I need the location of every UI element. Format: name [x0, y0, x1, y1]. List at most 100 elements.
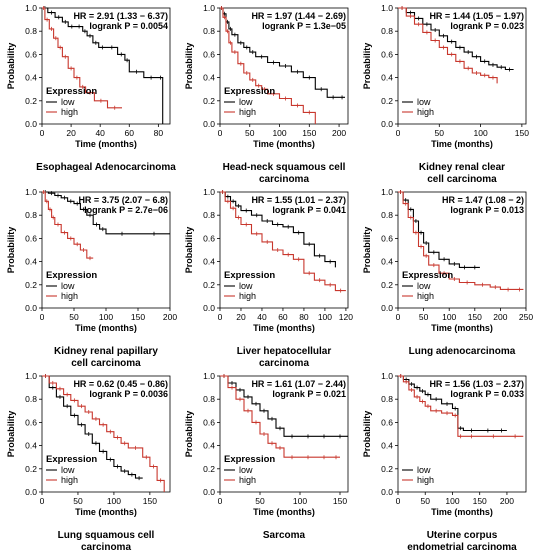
y-tick-label: 1.0 — [203, 371, 215, 381]
y-tick-label: 0.8 — [381, 210, 393, 220]
y-axis-label: Probability — [6, 227, 16, 274]
panel-title: Kidney renal clear — [419, 162, 505, 173]
hr-annotation: HR = 1.97 (1.44 − 2.69) — [251, 11, 346, 21]
y-tick-label: 0.4 — [381, 441, 393, 451]
y-tick-label: 0.0 — [203, 487, 215, 497]
x-tick-label: 100 — [318, 312, 332, 322]
survival-curve-low — [42, 7, 164, 124]
logrank-annotation: logrank P = 2.7e−06 — [84, 205, 168, 215]
legend-title: Expression — [402, 270, 453, 281]
logrank-annotation: logrank P = 0.0054 — [89, 21, 168, 31]
panel-title: Uterine corpus — [427, 530, 498, 541]
y-tick-label: 1.0 — [25, 371, 37, 381]
hr-annotation: HR = 1.56 (1.03 − 2.37) — [429, 379, 524, 389]
legend-label-high: high — [239, 291, 256, 301]
logrank-annotation: logrank P = 0.0036 — [89, 389, 168, 399]
y-tick-label: 1.0 — [25, 187, 37, 197]
x-axis-label: Time (months) — [75, 139, 137, 149]
y-tick-label: 0.8 — [203, 394, 215, 404]
x-tick-label: 100 — [99, 312, 113, 322]
legend-label-low: low — [61, 281, 75, 291]
legend-label-low: low — [417, 97, 431, 107]
x-axis-label: Time (months) — [75, 323, 137, 333]
y-tick-label: 0.6 — [381, 49, 393, 59]
x-tick-label: 100 — [473, 128, 487, 138]
panel-title: endometrial carcinoma — [407, 542, 517, 550]
panel-title: carcinoma — [259, 174, 309, 185]
y-tick-label: 0.0 — [203, 119, 215, 129]
legend-title: Expression — [224, 454, 275, 465]
km-panel: 0 20 40 60 80 0.0 0.2 0.4 0.6 0.8 1.0 Time (months)… — [6, 3, 176, 173]
y-tick-label: 0.8 — [203, 210, 215, 220]
legend-title: Expression — [46, 270, 97, 281]
legend-label-high: high — [61, 107, 78, 117]
x-tick-label: 150 — [302, 128, 316, 138]
legend-label-low: low — [417, 465, 431, 475]
survival-curve-high — [42, 375, 165, 492]
x-tick-label: 40 — [95, 128, 105, 138]
y-tick-label: 0.6 — [25, 49, 37, 59]
x-tick-label: 0 — [396, 312, 401, 322]
x-tick-label: 120 — [339, 312, 353, 322]
y-axis-label: Probability — [362, 227, 372, 274]
y-tick-label: 0.6 — [203, 49, 215, 59]
x-tick-label: 200 — [332, 128, 346, 138]
x-axis-label: Time (months) — [431, 323, 493, 333]
x-tick-label: 100 — [293, 496, 307, 506]
panel-title: Sarcoma — [263, 530, 306, 541]
plot-frame — [219, 7, 349, 125]
y-axis-label: Probability — [6, 43, 16, 90]
plot-frame — [41, 375, 171, 493]
x-tick-label: 0 — [40, 496, 45, 506]
x-tick-label: 40 — [257, 312, 267, 322]
panel-title: Esophageal Adenocarcinoma — [36, 162, 176, 173]
logrank-annotation: logrank P = 1.3e−05 — [262, 21, 346, 31]
x-tick-label: 50 — [69, 312, 79, 322]
hr-annotation: HR = 1.47 (1.08 − 2) — [442, 195, 524, 205]
legend-label-high: high — [61, 291, 78, 301]
y-tick-label: 0.0 — [25, 119, 37, 129]
plot-frame — [397, 375, 527, 493]
y-tick-label: 0.8 — [381, 26, 393, 36]
x-tick-label: 80 — [154, 128, 164, 138]
panel-title: Lung squamous cell — [58, 530, 155, 541]
x-tick-label: 50 — [419, 312, 429, 322]
survival-curve-high — [398, 375, 524, 437]
plot-frame — [397, 191, 527, 309]
x-tick-label: 50 — [245, 128, 255, 138]
km-panel: 0 20 40 60 80 100 120 0.0 0.2 0.4 0.6 0.8 1.0 Time (m… — [184, 187, 353, 369]
y-tick-label: 1.0 — [203, 187, 215, 197]
y-tick-label: 0.2 — [203, 464, 215, 474]
x-tick-label: 50 — [255, 496, 265, 506]
x-tick-label: 0 — [218, 496, 223, 506]
survival-curve-high — [398, 191, 524, 290]
logrank-annotation: logrank P = 0.041 — [272, 205, 346, 215]
km-panel: 0 50 100 150 200 0.0 0.2 0.4 0.6 0.8 1.0 Time (mont… — [362, 371, 527, 550]
survival-curve-high — [220, 7, 316, 124]
panel-title: Liver hepatocellular — [237, 346, 332, 357]
y-tick-label: 0.8 — [203, 26, 215, 36]
x-tick-label: 0 — [40, 312, 45, 322]
y-tick-label: 0.2 — [25, 96, 37, 106]
km-panel: 0 50 100 150 200 0.0 0.2 0.4 0.6 0.8 1.0 Time (mont… — [184, 3, 349, 185]
panel-title: carcinoma — [81, 542, 131, 550]
legend-label-low: low — [61, 97, 75, 107]
y-tick-label: 0.4 — [203, 73, 215, 83]
x-tick-label: 100 — [107, 496, 121, 506]
hr-annotation: HR = 1.44 (1.05 − 1.97) — [429, 11, 524, 21]
y-tick-label: 0.2 — [25, 464, 37, 474]
x-tick-label: 80 — [299, 312, 309, 322]
x-axis-label: Time (months) — [253, 323, 315, 333]
survival-curve-low — [42, 191, 170, 235]
x-tick-label: 150 — [468, 312, 482, 322]
x-axis-label: Time (months) — [253, 139, 315, 149]
y-axis-label: Probability — [362, 43, 372, 90]
x-tick-label: 100 — [445, 496, 459, 506]
legend-label-low: low — [61, 465, 75, 475]
logrank-annotation: logrank P = 0.033 — [450, 389, 524, 399]
y-tick-label: 1.0 — [381, 187, 393, 197]
y-tick-label: 0.4 — [25, 73, 37, 83]
plot-frame — [219, 375, 349, 493]
x-tick-label: 0 — [40, 128, 45, 138]
